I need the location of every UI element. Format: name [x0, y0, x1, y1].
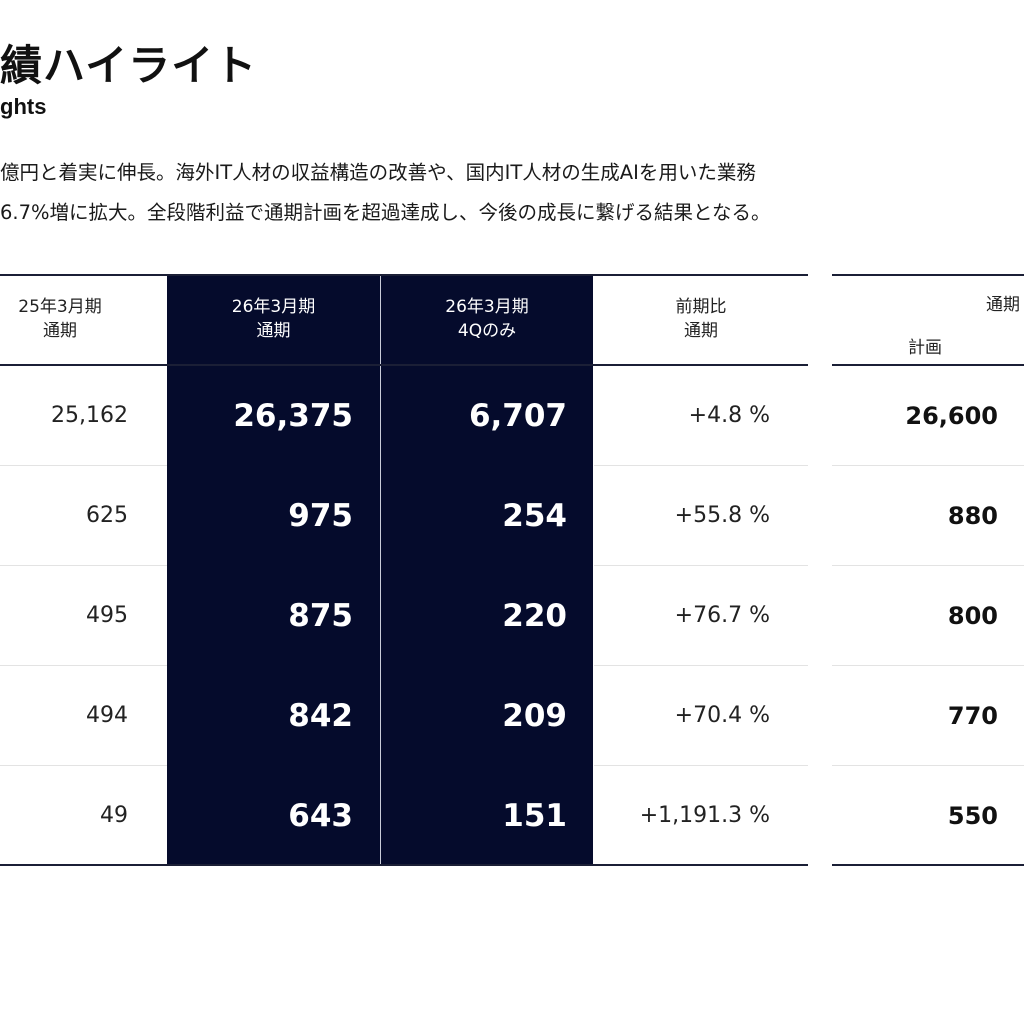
header-prev-year-line1: 25年3月期 [18, 297, 102, 317]
header-plan: 計画 [908, 338, 942, 358]
table-top-rule [0, 274, 808, 276]
page-title: 績ハイライト [0, 41, 258, 90]
q4-value: 220 [502, 598, 567, 634]
row-separator [594, 765, 808, 766]
header-q4-line1: 26年3月期 [445, 297, 529, 317]
q4-column-highlight [381, 275, 593, 865]
q4-value: 209 [502, 698, 567, 734]
plan-value: 550 [947, 802, 998, 830]
prev-year-value: 625 [86, 503, 128, 528]
header-current-year-line1: 26年3月期 [231, 297, 316, 317]
header-current-year-line2: 通期 [256, 321, 291, 341]
row-separator [0, 765, 167, 766]
header-prev-year-line2: 通期 [43, 321, 77, 341]
plan-value: 26,600 [905, 402, 998, 430]
prev-year-value: 25,162 [51, 403, 128, 428]
column-divider [380, 275, 381, 865]
prev-year-value: 495 [86, 603, 128, 628]
row-separator [0, 565, 167, 566]
q4-value: 6,707 [468, 398, 567, 434]
plan-value: 770 [947, 702, 998, 730]
prev-year-value: 494 [86, 703, 128, 728]
header-q4: 26年3月期 4Qのみ [381, 295, 593, 343]
current-year-value: 875 [288, 598, 353, 634]
header-plan-group: 通期 [986, 295, 1020, 315]
plan-bottom-rule [832, 864, 1024, 866]
header-prev-year: 25年3月期 通期 [0, 295, 120, 343]
current-year-value: 643 [288, 798, 353, 834]
summary-text-line-2: 6.7%増に拡大。全段階利益で通期計画を超過達成し、今後の成長に繋げる結果となる… [0, 201, 771, 224]
yoy-value: +4.8 % [688, 403, 770, 428]
row-separator [594, 465, 808, 466]
row-separator [0, 665, 167, 666]
plan-value: 880 [947, 502, 998, 530]
plan-header-rule [832, 364, 1024, 366]
plan-value: 800 [947, 602, 998, 630]
q4-value: 254 [502, 498, 567, 534]
row-separator [832, 765, 1024, 766]
yoy-value: +1,191.3 % [639, 803, 770, 828]
header-current-year: 26年3月期 通期 [167, 295, 380, 343]
current-year-column-highlight [167, 275, 380, 865]
prev-year-value: 49 [100, 803, 128, 828]
current-year-value: 842 [288, 698, 353, 734]
q4-value: 151 [502, 798, 567, 834]
current-year-value: 975 [288, 498, 353, 534]
page-subtitle: ghts [0, 94, 47, 119]
row-separator [0, 465, 167, 466]
yoy-value: +76.7 % [674, 603, 770, 628]
row-separator [594, 665, 808, 666]
yoy-value: +70.4 % [674, 703, 770, 728]
header-q4-line2: 4Qのみ [457, 321, 517, 341]
row-separator [594, 565, 808, 566]
row-separator [832, 565, 1024, 566]
header-yoy-line2: 通期 [684, 321, 718, 341]
plan-top-rule [832, 274, 1024, 276]
header-yoy: 前期比 通期 [594, 295, 808, 343]
yoy-value: +55.8 % [674, 503, 770, 528]
row-separator [832, 665, 1024, 666]
summary-text-line-1: 億円と着実に伸長。海外IT人材の収益構造の改善や、国内IT人材の生成AIを用いた… [0, 161, 756, 184]
table-header-rule [0, 364, 808, 366]
table-bottom-rule [0, 864, 808, 866]
header-yoy-line1: 前期比 [675, 297, 727, 317]
current-year-value: 26,375 [233, 398, 353, 434]
row-separator [832, 465, 1024, 466]
